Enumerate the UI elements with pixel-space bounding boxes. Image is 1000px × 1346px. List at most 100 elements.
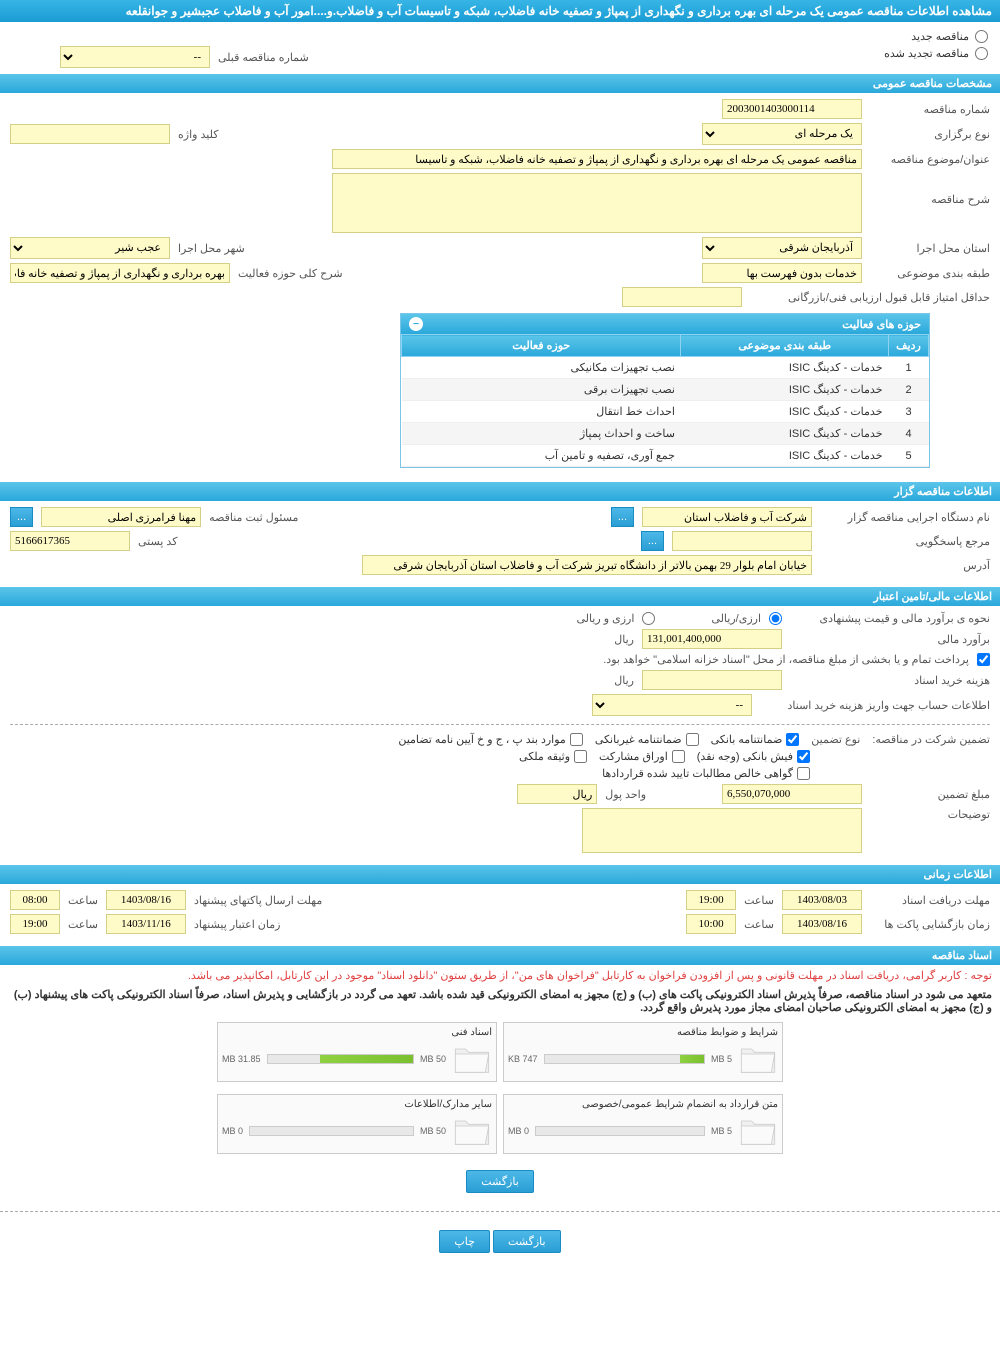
docs-note-1: توجه : کاربر گرامی، دریافت اسناد در مهلت… bbox=[0, 965, 1000, 986]
payment-note-checkbox[interactable] bbox=[977, 653, 990, 666]
section-general-header: مشخصات مناقصه عمومی bbox=[0, 74, 1000, 93]
estimate-type-label: نحوه ی برآورد مالی و قیمت پیشنهادی bbox=[790, 612, 990, 625]
back-button-2[interactable]: بازگشت bbox=[493, 1230, 561, 1253]
desc-label: شرح مناقصه bbox=[870, 173, 990, 206]
section-finance-header: اطلاعات مالی/تامین اعتبار bbox=[0, 587, 1000, 606]
time-label-3: ساعت bbox=[744, 918, 774, 931]
cb-receivables[interactable] bbox=[797, 767, 810, 780]
radio-renewed-tender[interactable] bbox=[975, 47, 988, 60]
time-label-1: ساعت bbox=[744, 894, 774, 907]
prev-tender-label: شماره مناقصه قبلی bbox=[218, 51, 309, 64]
desc-textarea[interactable] bbox=[332, 173, 862, 233]
open-label: زمان بازگشایی پاکت ها bbox=[870, 918, 990, 931]
divider bbox=[10, 724, 990, 725]
file-title: شرایط و ضوابط مناقصه bbox=[508, 1027, 778, 1038]
scope-label: شرح کلی حوزه فعالیت bbox=[238, 267, 343, 280]
doc-fee-input[interactable] bbox=[642, 670, 782, 690]
file-box[interactable]: متن قرارداد به انضمام شرایط عمومی/خصوصی … bbox=[503, 1094, 783, 1154]
time-label-2: ساعت bbox=[68, 894, 98, 907]
cb-cash[interactable] bbox=[797, 750, 810, 763]
province-label: استان محل اجرا bbox=[870, 242, 990, 255]
opt-arz-rial: ارزی/ریالی bbox=[711, 612, 761, 625]
doc-deadline-date[interactable] bbox=[782, 890, 862, 910]
progress-bar bbox=[544, 1054, 705, 1064]
radio-arz-rial[interactable] bbox=[769, 612, 782, 625]
city-label: شهر محل اجرا bbox=[178, 242, 245, 255]
collapse-icon[interactable]: − bbox=[409, 317, 423, 331]
file-used: 0 MB bbox=[508, 1126, 529, 1136]
cb-bonds[interactable] bbox=[672, 750, 685, 763]
radio-renewed-label: مناقصه تجدید شده bbox=[884, 47, 969, 60]
cb-property[interactable] bbox=[574, 750, 587, 763]
guarantee-amount-label: مبلغ تضمین bbox=[870, 788, 990, 801]
open-date[interactable] bbox=[782, 914, 862, 934]
keyword-input[interactable] bbox=[10, 124, 170, 144]
postal-input[interactable] bbox=[10, 531, 130, 551]
address-input[interactable] bbox=[362, 555, 812, 575]
notes-textarea[interactable] bbox=[582, 808, 862, 853]
radio-arz-o-rial[interactable] bbox=[642, 612, 655, 625]
cb-nonbank[interactable] bbox=[686, 733, 699, 746]
file-used: 747 KB bbox=[508, 1054, 538, 1064]
postal-label: کد پستی bbox=[138, 535, 177, 548]
guarantee-label: تضمین شرکت در مناقصه: bbox=[872, 733, 990, 746]
cb-nonbank-label: ضمانتنامه غیربانکی bbox=[595, 733, 682, 746]
prev-tender-select[interactable]: -- bbox=[60, 46, 210, 68]
scope-input[interactable] bbox=[10, 263, 230, 283]
city-select[interactable]: عجب شیر bbox=[10, 237, 170, 259]
unit-input[interactable] bbox=[517, 784, 597, 804]
main-title-bar: مشاهده اطلاعات مناقصه عمومی یک مرحله ای … bbox=[0, 0, 1000, 22]
keyword-label: کلید واژه bbox=[178, 128, 218, 141]
validity-time[interactable] bbox=[10, 914, 60, 934]
min-score-input[interactable] bbox=[622, 287, 742, 307]
doc-deadline-time[interactable] bbox=[686, 890, 736, 910]
open-time[interactable] bbox=[686, 914, 736, 934]
org-input[interactable] bbox=[642, 507, 812, 527]
doc-fee-currency: ریال bbox=[614, 674, 634, 687]
activity-panel: حوزه های فعالیت − ردیف طبقه بندی موضوعی … bbox=[400, 313, 930, 468]
estimate-input[interactable] bbox=[642, 629, 782, 649]
progress-bar bbox=[535, 1126, 705, 1136]
cb-bonds-label: اوراق مشارکت bbox=[599, 750, 668, 763]
subject-label: عنوان/موضوع مناقصه bbox=[870, 153, 990, 166]
account-label: اطلاعات حساب جهت واریز هزینه خرید اسناد bbox=[760, 699, 990, 712]
section-time-header: اطلاعات زمانی bbox=[0, 865, 1000, 884]
file-box[interactable]: اسناد فنی 50 MB 31.85 MB bbox=[217, 1022, 497, 1082]
back-button[interactable]: بازگشت bbox=[466, 1170, 534, 1193]
doc-fee-label: هزینه خرید اسناد bbox=[790, 674, 990, 687]
payment-note: پرداخت تمام و یا بخشی از مبلغ مناقصه، از… bbox=[603, 653, 969, 666]
manager-label: مسئول ثبت مناقصه bbox=[209, 511, 298, 524]
unit-label: واحد پول bbox=[605, 788, 646, 801]
file-box[interactable]: شرایط و ضوابط مناقصه 5 MB 747 KB bbox=[503, 1022, 783, 1082]
table-row: 1خدمات - کدینگ ISICنصب تجهیزات مکانیکی bbox=[402, 357, 929, 379]
respond-more-button[interactable]: ... bbox=[641, 531, 664, 551]
cb-clauses[interactable] bbox=[570, 733, 583, 746]
province-select[interactable]: آذربایجان شرقی bbox=[702, 237, 862, 259]
progress-bar bbox=[249, 1126, 414, 1136]
cb-bank[interactable] bbox=[786, 733, 799, 746]
manager-input[interactable] bbox=[41, 507, 201, 527]
print-button[interactable]: چاپ bbox=[439, 1230, 490, 1253]
file-title: متن قرارداد به انضمام شرایط عمومی/خصوصی bbox=[508, 1099, 778, 1110]
manager-more-button[interactable]: ... bbox=[10, 507, 33, 527]
file-title: اسناد فنی bbox=[222, 1027, 492, 1038]
guarantee-amount-input[interactable] bbox=[722, 784, 862, 804]
file-used: 31.85 MB bbox=[222, 1054, 261, 1064]
account-select[interactable]: -- bbox=[592, 694, 752, 716]
holding-type-select[interactable]: یک مرحله ای bbox=[702, 123, 862, 145]
file-used: 0 MB bbox=[222, 1126, 243, 1136]
validity-label: زمان اعتبار پیشنهاد bbox=[194, 918, 281, 931]
file-box[interactable]: سایر مدارک/اطلاعات 50 MB 0 MB bbox=[217, 1094, 497, 1154]
org-more-button[interactable]: ... bbox=[611, 507, 634, 527]
pkg-deadline-date[interactable] bbox=[106, 890, 186, 910]
validity-date[interactable] bbox=[106, 914, 186, 934]
table-row: 4خدمات - کدینگ ISICساخت و احداث پمپاژ bbox=[402, 423, 929, 445]
category-input[interactable] bbox=[702, 263, 862, 283]
subject-input[interactable] bbox=[332, 149, 862, 169]
respond-input[interactable] bbox=[672, 531, 812, 551]
radio-new-tender[interactable] bbox=[975, 30, 988, 43]
col-activity: حوزه فعالیت bbox=[402, 335, 681, 357]
pkg-deadline-time[interactable] bbox=[10, 890, 60, 910]
tender-no-input[interactable] bbox=[722, 99, 862, 119]
col-row: ردیف bbox=[889, 335, 929, 357]
